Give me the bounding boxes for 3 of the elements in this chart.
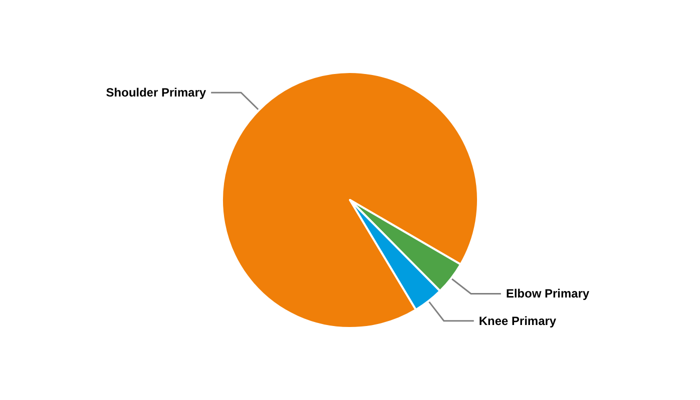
slice-label: Shoulder Primary (106, 86, 206, 100)
slice-label: Elbow Primary (506, 286, 590, 301)
slice-label: Knee Primary (478, 314, 557, 328)
